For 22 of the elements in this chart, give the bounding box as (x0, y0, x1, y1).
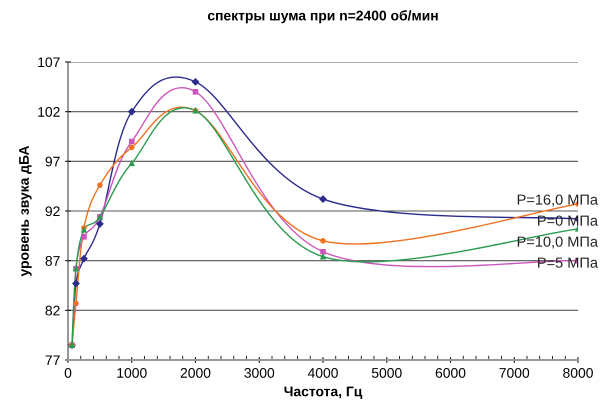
series-label: P=0 МПа (538, 215, 598, 226)
x-tick-label: 0 (64, 368, 72, 378)
series-label: P=16,0 МПа (518, 194, 598, 206)
y-tick-label: 97 (46, 156, 60, 167)
chart-title: спектры шума при n=2400 об/мин (208, 10, 438, 24)
x-tick-label: 8000 (563, 368, 593, 378)
y-tick-label: 87 (46, 256, 60, 266)
y-tick-label: 102 (38, 107, 60, 117)
x-tick-label: 3000 (244, 368, 274, 378)
x-tick-label: 7000 (500, 368, 530, 378)
x-tick-label: 6000 (436, 368, 466, 378)
y-tick-label: 82 (46, 306, 60, 316)
series-label: P=10,0 МПа (518, 236, 598, 248)
x-axis-title: Частота, Гц (284, 386, 362, 399)
y-tick-label: 77 (46, 355, 60, 366)
x-tick-label: 1000 (117, 368, 147, 378)
y-tick-label: 107 (38, 57, 60, 68)
y-axis-title: уровень звука дБА (19, 146, 32, 276)
x-tick-label: 5000 (372, 368, 402, 378)
x-tick-label: 2000 (180, 368, 210, 378)
y-tick-label: 92 (46, 206, 60, 216)
x-tick-label: 4000 (308, 368, 338, 378)
